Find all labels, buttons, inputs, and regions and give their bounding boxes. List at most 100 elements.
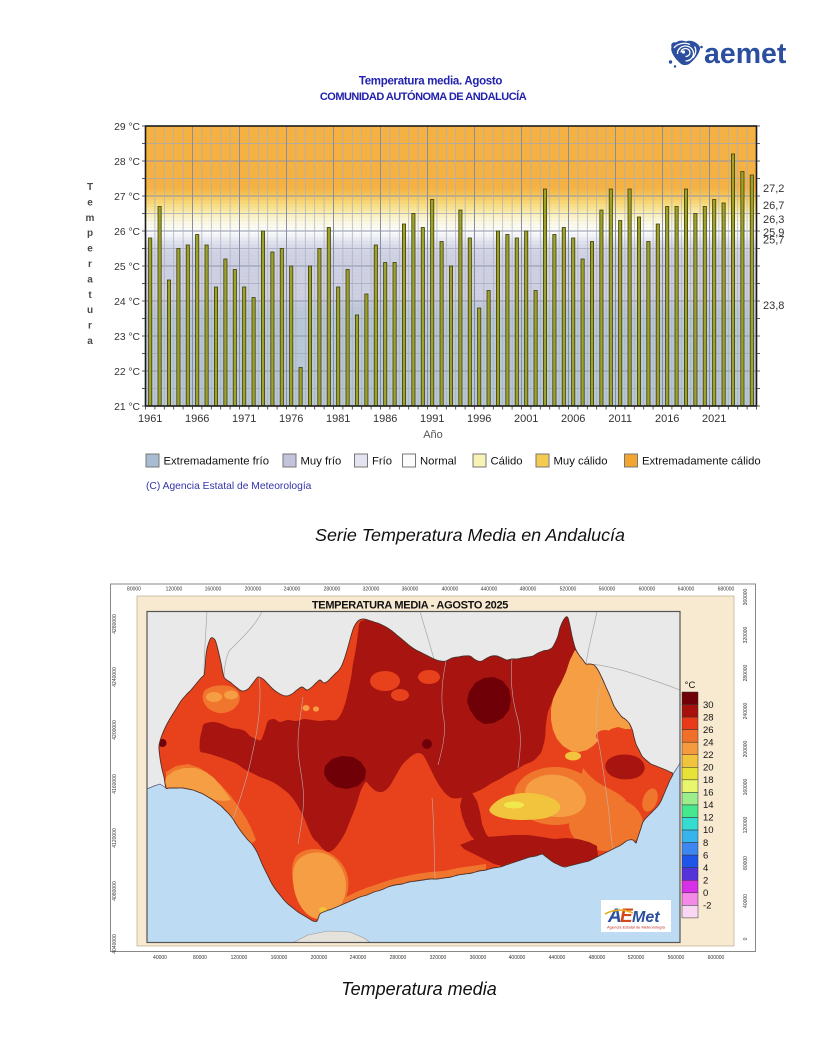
svg-text:a: a — [87, 274, 93, 285]
svg-text:4: 4 — [703, 863, 708, 874]
svg-text:23 °C: 23 °C — [114, 332, 140, 343]
svg-text:160000: 160000 — [271, 955, 288, 961]
svg-text:1961: 1961 — [138, 413, 162, 425]
svg-text:25,9: 25,9 — [763, 227, 784, 239]
svg-text:0: 0 — [703, 888, 708, 899]
svg-text:4120000: 4120000 — [112, 828, 118, 848]
svg-text:Año: Año — [423, 429, 443, 441]
svg-text:26,3: 26,3 — [763, 214, 784, 226]
svg-text:6: 6 — [703, 850, 708, 861]
svg-text:28 °C: 28 °C — [114, 157, 140, 168]
svg-text:T: T — [87, 182, 93, 193]
svg-text:1976: 1976 — [279, 413, 303, 425]
svg-text:200000: 200000 — [311, 955, 328, 961]
svg-text:120000: 120000 — [231, 955, 248, 961]
svg-text:4040000: 4040000 — [112, 934, 118, 954]
svg-text:1991: 1991 — [420, 413, 444, 425]
svg-text:22: 22 — [703, 750, 714, 761]
svg-text:26: 26 — [703, 725, 714, 736]
svg-text:10: 10 — [703, 825, 714, 836]
svg-text:80000: 80000 — [743, 856, 749, 870]
svg-text:1966: 1966 — [185, 413, 209, 425]
svg-text:Frío: Frío — [372, 456, 392, 468]
svg-text:Serie Temperatura Media en And: Serie Temperatura Media en Andalucía — [315, 525, 625, 545]
svg-text:27 °C: 27 °C — [114, 192, 140, 203]
svg-text:(C) Agencia Estatal de Meteoro: (C) Agencia Estatal de Meteorología — [146, 481, 312, 492]
svg-text:30: 30 — [703, 700, 714, 711]
svg-text:°C: °C — [685, 680, 696, 691]
svg-text:aemet: aemet — [704, 38, 787, 70]
svg-text:2001: 2001 — [514, 413, 538, 425]
svg-text:280000: 280000 — [324, 587, 341, 593]
svg-text:80000: 80000 — [193, 955, 207, 961]
svg-text:640000: 640000 — [678, 587, 695, 593]
svg-text:21 °C: 21 °C — [114, 402, 140, 413]
svg-text:4240000: 4240000 — [112, 667, 118, 687]
svg-text:480000: 480000 — [589, 955, 606, 961]
svg-text:Temperatura media: Temperatura media — [341, 979, 496, 999]
svg-text:4160000: 4160000 — [112, 774, 118, 794]
svg-text:26,7: 26,7 — [763, 200, 784, 212]
svg-text:23,8: 23,8 — [763, 300, 784, 312]
svg-text:40000: 40000 — [743, 894, 749, 908]
svg-text:4080000: 4080000 — [112, 881, 118, 901]
svg-text:240000: 240000 — [743, 702, 749, 719]
svg-text:Cálido: Cálido — [491, 456, 523, 468]
svg-text:80000: 80000 — [127, 587, 141, 593]
svg-text:e: e — [87, 244, 93, 255]
svg-text:r: r — [88, 321, 92, 332]
svg-text:22 °C: 22 °C — [114, 367, 140, 378]
svg-text:1986: 1986 — [373, 413, 397, 425]
svg-text:COMUNIDAD AUTÓNOMA DE ANDALUC: COMUNIDAD AUTÓNOMA DE ANDALUCÍA — [320, 90, 527, 103]
svg-text:Temperatura media. Agosto: Temperatura media. Agosto — [359, 76, 503, 88]
svg-text:27,2: 27,2 — [763, 183, 784, 195]
svg-text:600000: 600000 — [708, 955, 725, 961]
svg-text:480000: 480000 — [520, 587, 537, 593]
svg-text:240000: 240000 — [284, 587, 301, 593]
svg-text:29 °C: 29 °C — [114, 122, 140, 133]
svg-text:280000: 280000 — [743, 664, 749, 681]
svg-text:680000: 680000 — [718, 587, 735, 593]
svg-text:Extremadamente frío: Extremadamente frío — [164, 456, 269, 468]
svg-text:12: 12 — [703, 813, 714, 824]
svg-text:r: r — [88, 259, 92, 270]
svg-text:Agencia Estatal de Meteorologí: Agencia Estatal de Meteorología — [607, 925, 666, 930]
svg-text:18: 18 — [703, 775, 714, 786]
svg-text:e: e — [87, 197, 93, 208]
svg-text:440000: 440000 — [481, 587, 498, 593]
svg-text:200000: 200000 — [245, 587, 262, 593]
svg-text:26 °C: 26 °C — [114, 227, 140, 238]
svg-text:24: 24 — [703, 737, 714, 748]
svg-text:120000: 120000 — [166, 587, 183, 593]
svg-text:-2: -2 — [703, 901, 711, 912]
svg-text:Extremadamente cálido: Extremadamente cálido — [642, 456, 761, 468]
svg-text:400000: 400000 — [442, 587, 459, 593]
svg-text:p: p — [87, 228, 93, 239]
svg-text:2006: 2006 — [561, 413, 585, 425]
svg-text:320000: 320000 — [743, 626, 749, 643]
svg-text:m: m — [86, 213, 95, 224]
svg-text:u: u — [87, 305, 93, 316]
svg-text:14: 14 — [703, 800, 714, 811]
svg-text:28: 28 — [703, 712, 714, 723]
svg-text:360000: 360000 — [743, 588, 749, 605]
svg-text:TEMPERATURA MEDIA - AGOSTO 202: TEMPERATURA MEDIA - AGOSTO 2025 — [312, 600, 508, 612]
svg-text:160000: 160000 — [205, 587, 222, 593]
svg-text:560000: 560000 — [599, 587, 616, 593]
svg-text:520000: 520000 — [628, 955, 645, 961]
svg-text:360000: 360000 — [402, 587, 419, 593]
svg-text:24 °C: 24 °C — [114, 297, 140, 308]
svg-text:160000: 160000 — [743, 778, 749, 795]
svg-text:Muy cálido: Muy cálido — [554, 456, 608, 468]
svg-text:0: 0 — [743, 937, 749, 940]
svg-text:240000: 240000 — [350, 955, 367, 961]
svg-text:2021: 2021 — [702, 413, 726, 425]
svg-text:2011: 2011 — [608, 413, 632, 425]
svg-text:120000: 120000 — [743, 816, 749, 833]
svg-text:8: 8 — [703, 838, 708, 849]
svg-text:1971: 1971 — [232, 413, 256, 425]
svg-text:1981: 1981 — [326, 413, 350, 425]
svg-text:4280000: 4280000 — [112, 614, 118, 634]
svg-text:400000: 400000 — [509, 955, 526, 961]
svg-text:520000: 520000 — [560, 587, 577, 593]
